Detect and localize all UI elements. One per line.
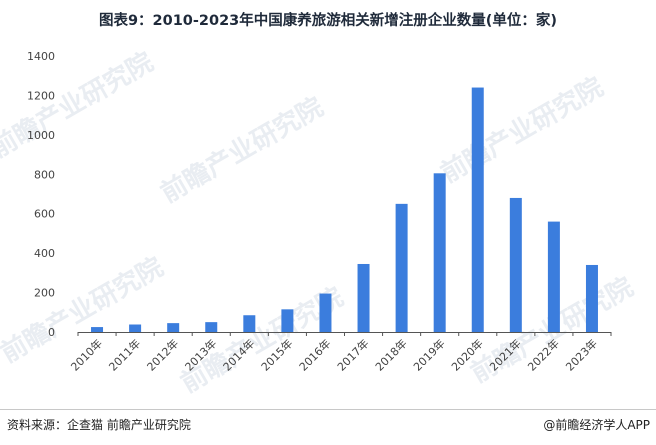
- x-tick-label: 2012年: [144, 336, 181, 373]
- bar-chart: 0 200 400 600 800 1000 1200 1400 2010年 2011年 2012年…: [27, 50, 612, 374]
- bar: [167, 323, 180, 332]
- x-tick-label: 2023年: [563, 336, 600, 373]
- bar: [471, 87, 484, 333]
- bar: [91, 327, 104, 332]
- x-tick-label: 2016年: [296, 336, 333, 373]
- bar: [395, 203, 408, 332]
- footer-divider: [0, 409, 656, 410]
- brand-credit: @前瞻经济学人APP: [543, 418, 650, 432]
- bar: [585, 264, 598, 332]
- bar: [129, 324, 142, 332]
- x-tick-label: 2018年: [372, 336, 409, 373]
- x-tick-label: 2022年: [525, 336, 562, 373]
- bar: [281, 309, 294, 332]
- bar: [433, 173, 446, 332]
- x-tick-label: 2011年: [106, 336, 143, 373]
- x-tick-label: 2015年: [258, 336, 295, 373]
- bar: [357, 263, 370, 332]
- x-tick-label: 2013年: [182, 336, 219, 373]
- y-tick-label: 600: [34, 208, 55, 221]
- y-tick-label: 800: [34, 168, 55, 181]
- bar: [509, 197, 522, 332]
- y-tick-label: 1400: [27, 50, 55, 63]
- bar: [547, 221, 560, 332]
- y-tick-label: 1200: [27, 89, 55, 102]
- bar: [205, 322, 218, 332]
- y-tick-label: 200: [34, 287, 55, 300]
- x-tick-label: 2019年: [410, 336, 447, 373]
- bar: [243, 315, 256, 332]
- x-tick-label: 2014年: [220, 336, 257, 373]
- y-tick-label: 400: [34, 247, 55, 260]
- x-tick-label: 2021年: [486, 336, 523, 373]
- y-tick-label: 0: [48, 326, 55, 339]
- bar: [319, 293, 332, 332]
- source-note: 资料来源：企查猫 前瞻产业研究院: [7, 418, 191, 432]
- x-tick-label: 2017年: [334, 336, 371, 373]
- y-tick-label: 1000: [27, 129, 55, 142]
- x-tick-label: 2010年: [68, 336, 105, 373]
- x-tick-label: 2020年: [448, 336, 485, 373]
- chart-title: 图表9：2010-2023年中国康养旅游相关新增注册企业数量(单位：家): [98, 13, 558, 29]
